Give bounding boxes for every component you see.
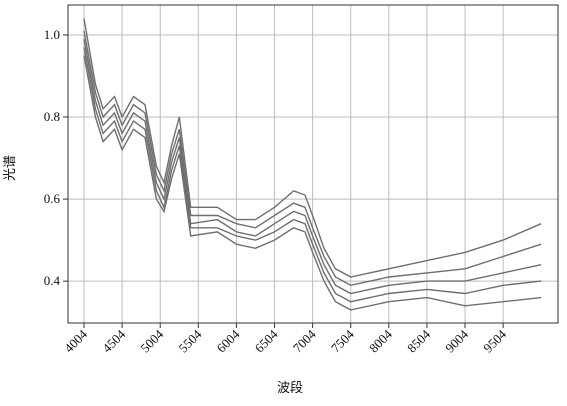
x-tick-label: 7004 bbox=[290, 326, 319, 355]
x-tick-label: 6504 bbox=[252, 326, 281, 355]
x-tick-label: 4004 bbox=[61, 326, 90, 355]
y-tick-label: 1.0 bbox=[44, 27, 60, 42]
y-tick-label: 0.8 bbox=[44, 109, 60, 124]
series-line bbox=[83, 47, 542, 303]
x-axis-label: 波段 bbox=[277, 380, 303, 395]
x-tick-label: 6004 bbox=[214, 326, 243, 355]
x-tick-label: 9004 bbox=[442, 326, 471, 355]
series-line bbox=[83, 18, 542, 278]
x-tick-label: 8504 bbox=[404, 326, 433, 355]
y-tick-label: 0.4 bbox=[44, 273, 61, 288]
x-tick-label: 5504 bbox=[175, 326, 204, 355]
series-line bbox=[83, 55, 542, 311]
y-tick-label: 0.6 bbox=[44, 191, 61, 206]
x-tick-label: 8004 bbox=[366, 326, 395, 355]
x-tick-label: 4504 bbox=[99, 326, 128, 355]
x-tick-label: 5004 bbox=[137, 326, 166, 355]
plot-frame bbox=[67, 4, 559, 324]
x-tick-label: 7504 bbox=[328, 326, 357, 355]
y-axis-label: 光谱 bbox=[2, 155, 17, 181]
series-line bbox=[83, 38, 542, 295]
series-line bbox=[83, 30, 542, 287]
x-tick-label: 9504 bbox=[480, 326, 509, 355]
